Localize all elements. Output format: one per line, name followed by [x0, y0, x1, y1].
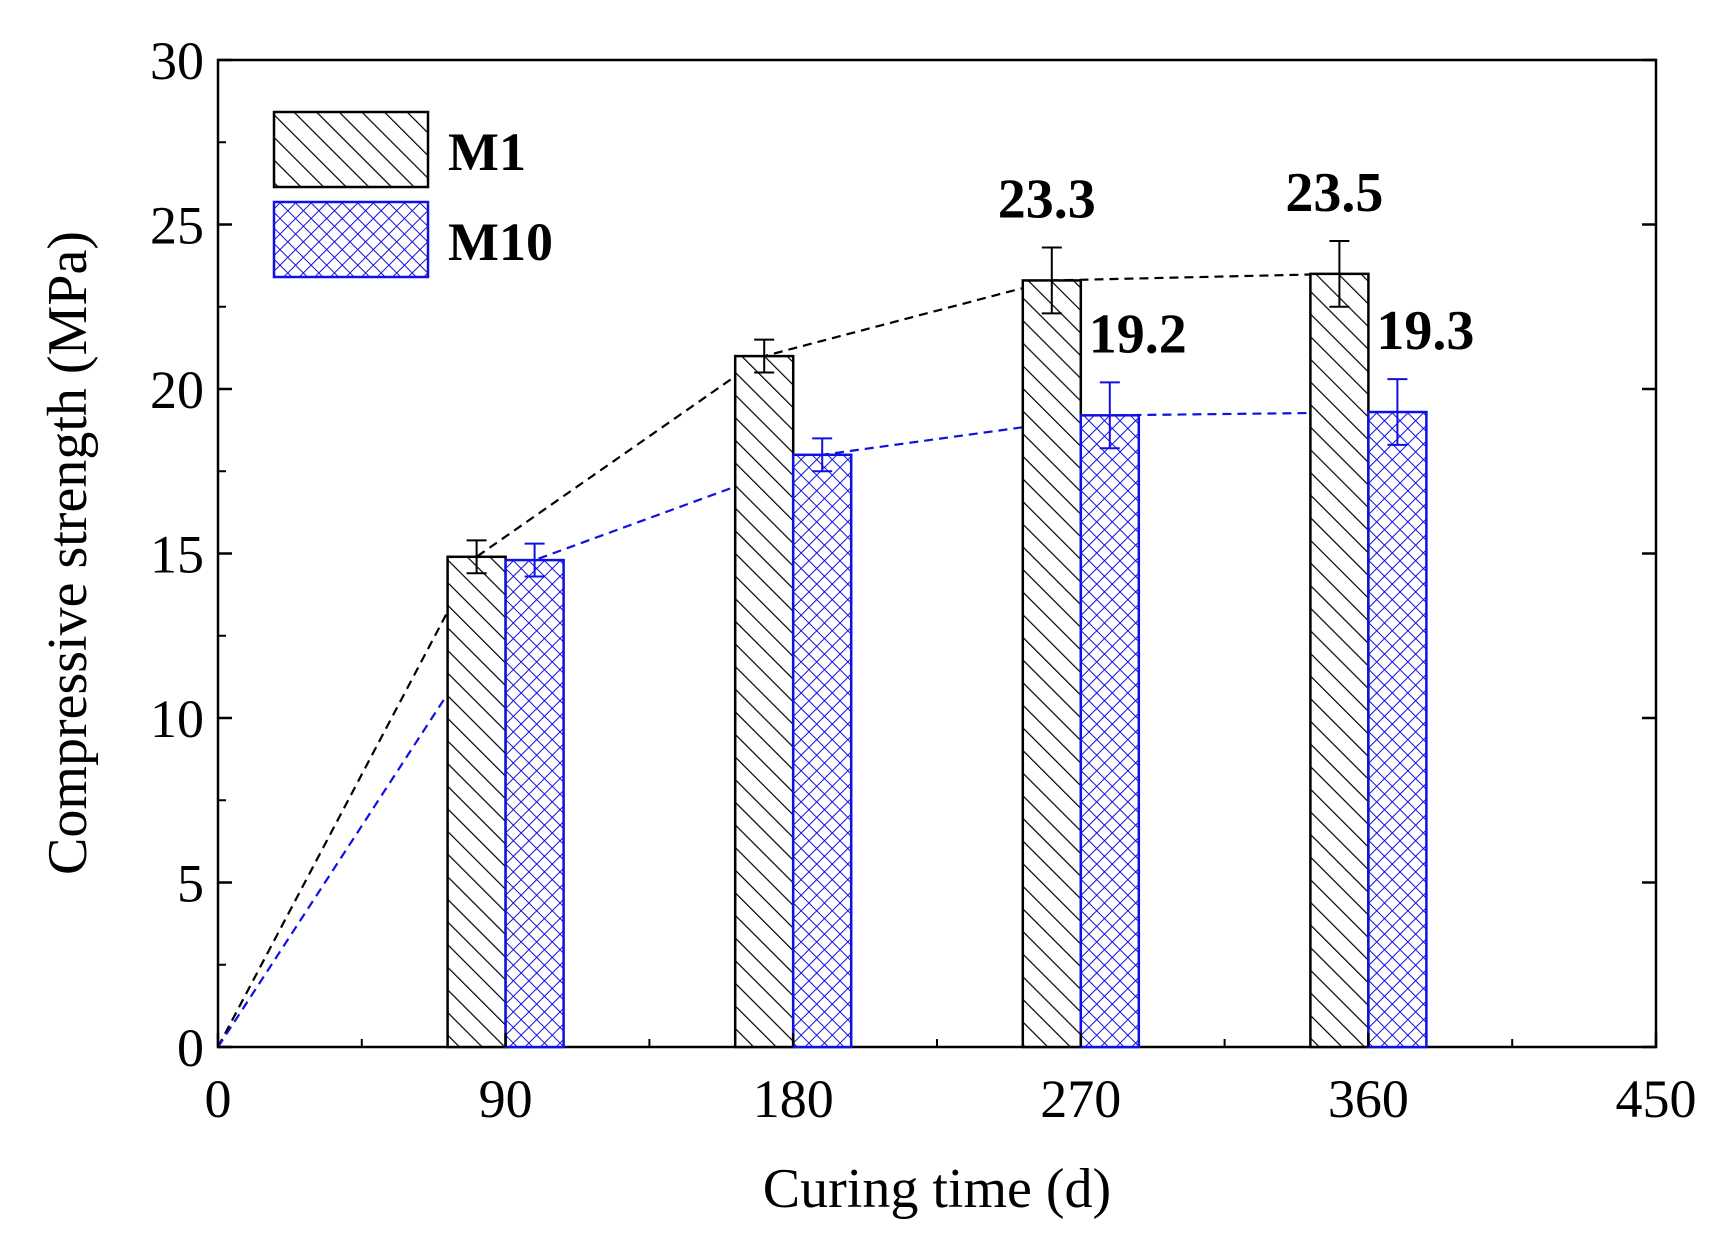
legend-label-m1: M1: [448, 122, 526, 182]
axes: 0 5 10 15 20 25 30 0 90 180 270 360 450: [150, 31, 1697, 1129]
x-tick-label: 90: [479, 1069, 533, 1129]
x-tick-label: 360: [1328, 1069, 1409, 1129]
y-tick-label: 20: [150, 360, 204, 420]
y-tick-label: 25: [150, 196, 204, 256]
error-bars: [466, 239, 1408, 578]
y-tick-label: 5: [177, 854, 204, 914]
x-tick-label: 180: [753, 1069, 834, 1129]
bar-m1-90: [446, 555, 507, 1049]
x-tick-label: 0: [205, 1069, 232, 1129]
data-label-m10-360: 19.3: [1376, 300, 1474, 362]
legend-swatch-m1: [272, 110, 430, 189]
bar-m1-360: [1309, 272, 1370, 1049]
x-axis-title: Curing time (d): [763, 1158, 1111, 1220]
data-labels: 23.3 23.5 19.2 19.3: [998, 162, 1475, 365]
data-label-m10-270: 19.2: [1089, 303, 1187, 365]
data-label-m1-270: 23.3: [998, 169, 1096, 231]
x-tick-label: 270: [1040, 1069, 1121, 1129]
bar-m10-180: [791, 453, 853, 1049]
x-tick-label: 450: [1616, 1069, 1697, 1129]
bar-m1-270: [1021, 279, 1083, 1049]
legend-swatch-m10: [272, 200, 430, 279]
y-tick-label: 30: [150, 31, 204, 91]
data-label-m1-360: 23.5: [1285, 162, 1383, 224]
plot-frame: [216, 58, 1658, 1049]
y-tick-label: 0: [177, 1018, 204, 1078]
y-axis-title: Compressive strength (MPa): [37, 231, 99, 875]
y-tick-label: 10: [150, 689, 204, 749]
legend-label-m10: M10: [448, 212, 553, 272]
bar-m1-180: [733, 354, 795, 1049]
y-tick-label: 15: [150, 525, 204, 585]
bars: [446, 272, 1428, 1049]
bar-m10-90: [504, 558, 565, 1049]
legend: M1 M10: [272, 110, 553, 279]
bar-m10-270: [1079, 414, 1141, 1049]
bar-m10-360: [1367, 410, 1428, 1049]
